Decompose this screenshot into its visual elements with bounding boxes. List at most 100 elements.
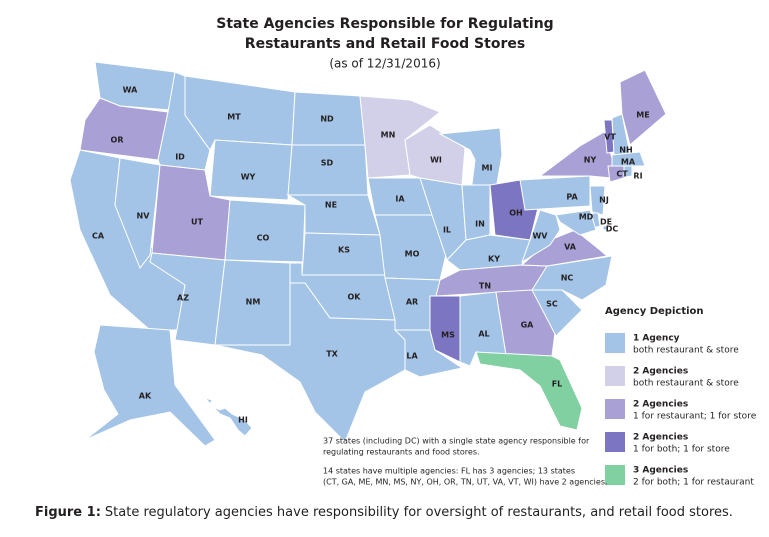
state-label: UT bbox=[191, 218, 203, 227]
state-labels: WA OR CA NV ID MT WY UT AZ CO NM ND SD NE KS OK TX MN IA MO… bbox=[92, 86, 650, 425]
state-label: DC bbox=[606, 225, 619, 234]
state-label: NE bbox=[325, 201, 337, 210]
state-shape bbox=[538, 131, 613, 179]
legend: 1 Agency both restaurant & store 2 Agencie… bbox=[605, 333, 757, 488]
caption-text: State regulatory agencies have responsib… bbox=[105, 505, 733, 520]
state-label: HI bbox=[238, 416, 248, 425]
state-label: OH bbox=[509, 209, 523, 218]
state-shape bbox=[602, 225, 608, 231]
legend-item-description: both restaurant & store bbox=[633, 346, 739, 356]
state-label: MD bbox=[579, 213, 594, 222]
state-shape bbox=[203, 397, 253, 437]
state-label: OR bbox=[111, 136, 124, 145]
state-label: AR bbox=[406, 298, 418, 307]
legend-title: Agency Depiction bbox=[605, 306, 704, 317]
state-label: PA bbox=[566, 193, 578, 202]
state-label: NV bbox=[137, 212, 151, 221]
state-label: IL bbox=[443, 226, 451, 235]
legend-item-description: both restaurant & store bbox=[633, 379, 739, 389]
state-shape bbox=[611, 151, 646, 167]
legend-item-description: 1 for both; 1 for store bbox=[633, 445, 730, 455]
note-line: (CT, GA, ME, MN, MS, NY, OH, OR, TN, UT,… bbox=[323, 478, 608, 487]
state-label: MA bbox=[621, 158, 636, 167]
state-label: MT bbox=[227, 113, 241, 122]
state-label: WV bbox=[532, 232, 548, 241]
caption-label: Figure 1: bbox=[35, 505, 101, 520]
note-line: regulating restaurants and food stores. bbox=[323, 448, 480, 457]
state-shape bbox=[224, 199, 306, 263]
state-label: RI bbox=[633, 172, 642, 181]
state-label: CT bbox=[616, 170, 628, 179]
state-label: SD bbox=[321, 159, 334, 168]
legend-item-title: 2 Agencies bbox=[633, 367, 688, 377]
state-label: MI bbox=[482, 164, 493, 173]
state-label: NC bbox=[561, 274, 574, 283]
legend-swatch bbox=[605, 333, 625, 353]
caption: Figure 1: State regulatory agencies have … bbox=[35, 505, 733, 520]
state-label: OK bbox=[348, 293, 362, 302]
state-shape bbox=[429, 295, 461, 363]
state-label: AK bbox=[139, 392, 152, 401]
state-label: NY bbox=[584, 156, 597, 165]
state-label: NM bbox=[246, 298, 261, 307]
state-label: DE bbox=[600, 218, 612, 227]
state-shape bbox=[287, 144, 369, 196]
state-label: VT bbox=[604, 133, 616, 142]
state-label: WA bbox=[123, 86, 138, 95]
states bbox=[69, 61, 667, 447]
state-shape bbox=[114, 157, 161, 270]
state-label: LA bbox=[406, 352, 418, 361]
legend-item-description: 1 for restaurant; 1 for store bbox=[633, 412, 757, 422]
legend-item-title: 2 Agencies bbox=[633, 433, 688, 443]
state-shape bbox=[521, 209, 561, 264]
state-shape bbox=[531, 255, 613, 301]
state-label: NJ bbox=[599, 196, 609, 205]
state-label: MS bbox=[441, 331, 455, 340]
state-shape bbox=[214, 282, 406, 443]
state-shape bbox=[555, 209, 597, 236]
state-label: AZ bbox=[177, 294, 189, 303]
legend-swatch bbox=[605, 366, 625, 386]
state-label: SC bbox=[546, 300, 558, 309]
state-label: ME bbox=[636, 111, 649, 120]
state-label: TN bbox=[479, 282, 491, 291]
state-label: MN bbox=[381, 131, 396, 140]
state-label: CO bbox=[257, 234, 270, 243]
legend-swatch bbox=[605, 465, 625, 485]
state-label: GA bbox=[521, 321, 535, 330]
note-line: 14 states have multiple agencies: FL has… bbox=[323, 467, 575, 476]
state-label: VA bbox=[564, 243, 577, 252]
state-label: WI bbox=[430, 156, 442, 165]
state-label: ND bbox=[320, 115, 334, 124]
legend-item-title: 3 Agencies bbox=[633, 466, 688, 476]
subtitle: (as of 12/31/2016) bbox=[329, 57, 440, 71]
state-shape bbox=[623, 165, 633, 178]
state-label: CA bbox=[92, 232, 105, 241]
state-label: KS bbox=[338, 246, 350, 255]
state-label: KY bbox=[488, 255, 500, 264]
state-shape bbox=[475, 351, 583, 431]
note-line: 37 states (including DC) with a single s… bbox=[323, 437, 590, 446]
state-label: IA bbox=[395, 195, 405, 204]
state-shape bbox=[619, 69, 667, 146]
state-shape bbox=[607, 165, 625, 183]
state-label: IN bbox=[475, 220, 485, 229]
state-label: WY bbox=[241, 173, 256, 182]
legend-swatch bbox=[605, 432, 625, 452]
state-label: ID bbox=[175, 153, 185, 162]
legend-item-description: 2 for both; 1 for restaurant bbox=[633, 478, 754, 488]
state-label: NH bbox=[619, 146, 632, 155]
state-shape bbox=[589, 185, 606, 216]
state-shape bbox=[209, 139, 293, 201]
legend-item-title: 2 Agencies bbox=[633, 400, 688, 410]
notes: 37 states (including DC) with a single s… bbox=[323, 437, 608, 487]
state-label: AL bbox=[478, 330, 489, 339]
state-label: MO bbox=[405, 250, 420, 259]
legend-swatch bbox=[605, 399, 625, 419]
state-label: TX bbox=[326, 350, 338, 359]
state-shape bbox=[461, 184, 491, 241]
state-shape bbox=[84, 324, 216, 447]
title-line: Restaurants and Retail Food Stores bbox=[245, 36, 525, 52]
title-line: State Agencies Responsible for Regulatin… bbox=[216, 16, 553, 32]
